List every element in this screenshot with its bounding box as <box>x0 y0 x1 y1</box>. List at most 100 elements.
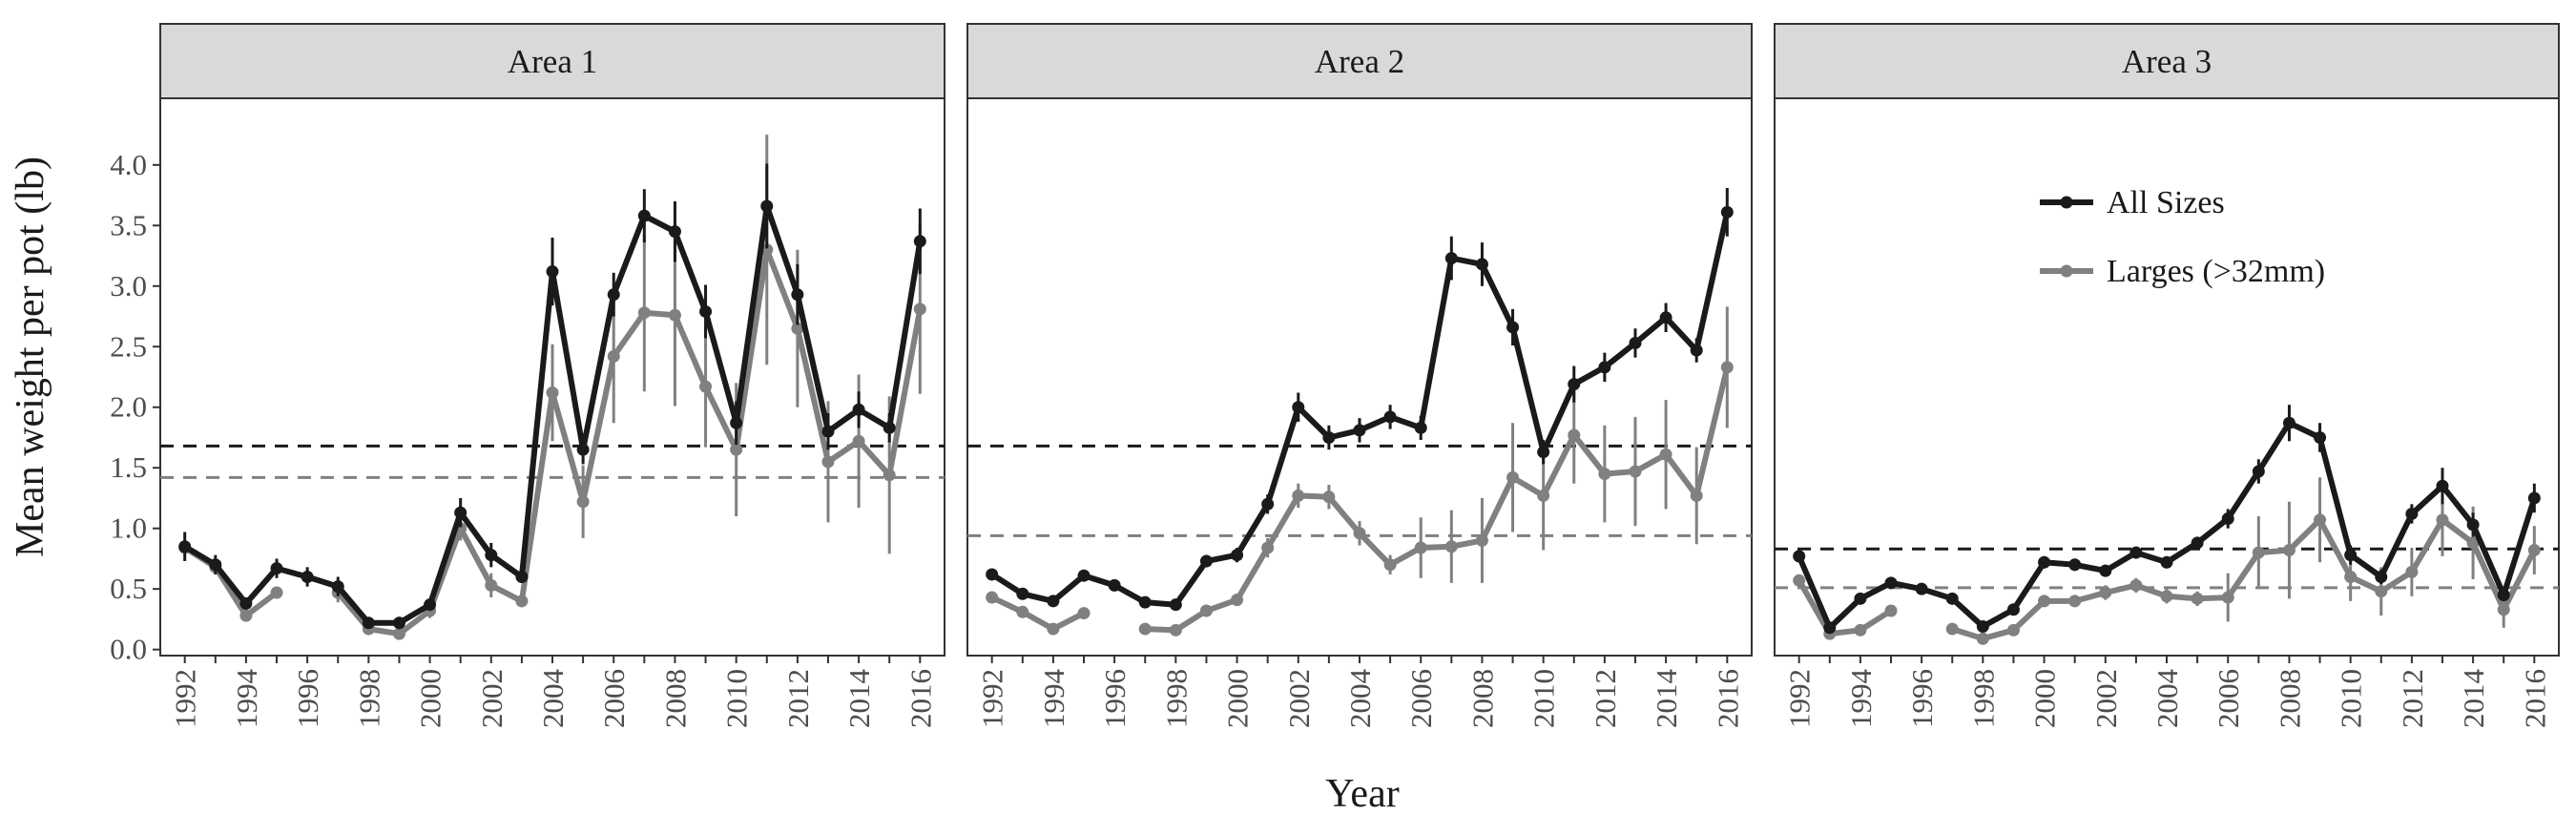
x-tick-label: 2014 <box>842 669 876 729</box>
data-point-larges <box>392 627 405 640</box>
x-tick-label: 2016 <box>904 669 937 728</box>
data-point-all-sizes <box>852 403 865 416</box>
data-point-all-sizes <box>1793 550 1806 563</box>
legend: All Sizes Larges (>32mm) <box>2040 185 2325 289</box>
data-point-all-sizes <box>1945 592 1959 605</box>
y-tick-label: 4.0 <box>110 148 147 181</box>
data-point-all-sizes <box>791 288 804 302</box>
data-point-all-sizes <box>1506 321 1520 334</box>
data-point-all-sizes <box>178 540 192 553</box>
data-point-all-sizes <box>1322 430 1336 444</box>
data-point-all-sizes <box>1854 592 1867 605</box>
data-point-larges <box>2006 623 2020 637</box>
data-point-all-sizes <box>986 568 999 581</box>
x-tick-label: 1992 <box>976 669 1009 728</box>
y-tick-label: 2.0 <box>110 390 147 424</box>
data-point-larges <box>1976 632 1989 645</box>
x-tick-label: 2008 <box>1465 669 1499 728</box>
data-point-all-sizes <box>209 558 222 572</box>
data-point-all-sizes <box>331 580 344 594</box>
data-point-larges <box>1537 489 1550 502</box>
data-point-larges <box>1598 468 1611 481</box>
data-point-larges <box>1231 594 1244 607</box>
data-point-all-sizes <box>1169 598 1182 612</box>
data-point-all-sizes <box>2252 465 2265 478</box>
data-point-larges <box>1854 623 1867 637</box>
data-point-larges <box>1261 541 1275 554</box>
x-tick-label: 2002 <box>475 669 509 728</box>
data-point-larges <box>2099 586 2112 599</box>
data-point-all-sizes <box>239 596 253 610</box>
data-point-larges <box>668 308 681 322</box>
data-point-all-sizes <box>2099 564 2112 577</box>
data-point-all-sizes <box>1047 595 1060 608</box>
legend-key-point <box>2060 196 2073 209</box>
series-line-larges <box>1797 578 1893 637</box>
data-point-all-sizes <box>2497 589 2510 602</box>
series-line-larges <box>990 595 1086 633</box>
data-point-larges <box>1169 623 1182 637</box>
panel-frame <box>966 97 1753 657</box>
data-point-larges <box>2527 544 2541 557</box>
data-point-all-sizes <box>1108 578 1121 592</box>
y-tick-label: 3.0 <box>110 269 147 303</box>
data-point-larges <box>1138 622 1152 636</box>
data-point-all-sizes <box>2375 570 2388 583</box>
data-point-larges <box>1884 604 1898 617</box>
data-point-all-sizes <box>1915 582 1928 595</box>
data-point-all-sizes <box>1976 620 1989 634</box>
panel-frame <box>1774 97 2560 657</box>
x-tick-label: 1994 <box>1844 669 1878 729</box>
data-point-all-sizes <box>2527 491 2541 505</box>
data-point-larges <box>852 434 865 448</box>
x-tick-label: 1996 <box>291 669 324 728</box>
x-tick-label: 2002 <box>2089 669 2123 728</box>
data-point-all-sizes <box>301 570 314 583</box>
data-point-larges <box>1690 489 1703 502</box>
x-tick-label: 2002 <box>1282 669 1316 728</box>
data-point-larges <box>1047 622 1060 636</box>
panel-strip <box>1774 23 2560 99</box>
data-point-all-sizes <box>454 506 467 519</box>
x-tick-label: 2012 <box>1589 669 1622 728</box>
x-axis-title: Year <box>1325 772 1399 816</box>
data-point-larges <box>791 322 804 335</box>
data-point-larges <box>883 469 896 482</box>
data-point-all-sizes <box>1231 549 1244 562</box>
x-tick-label: 2000 <box>414 669 447 728</box>
data-point-larges <box>2497 603 2510 616</box>
data-point-all-sizes <box>1884 576 1898 590</box>
data-point-all-sizes <box>1383 410 1397 424</box>
data-point-larges <box>576 495 590 509</box>
y-axis-title: Mean weight per pot (lb) <box>9 157 52 557</box>
data-point-all-sizes <box>1138 595 1152 609</box>
x-tick-label: 1994 <box>230 669 263 729</box>
data-point-all-sizes <box>883 421 896 434</box>
data-point-all-sizes <box>1568 378 1581 391</box>
x-tick-label: 2004 <box>1343 669 1377 729</box>
x-tick-label: 2004 <box>2150 669 2184 729</box>
data-point-all-sizes <box>637 209 651 222</box>
data-point-all-sizes <box>2282 416 2296 429</box>
data-point-larges <box>986 591 999 604</box>
data-point-larges <box>821 455 835 469</box>
data-point-all-sizes <box>1292 401 1305 414</box>
data-point-larges <box>607 349 620 363</box>
y-tick-label: 0.0 <box>110 633 147 666</box>
x-tick-label: 1996 <box>1098 669 1132 728</box>
legend-label: Larges (>32mm) <box>2107 254 2325 289</box>
data-point-all-sizes <box>424 598 437 612</box>
data-point-all-sizes <box>1016 587 1029 600</box>
data-point-larges <box>515 595 529 608</box>
x-tick-label: 2004 <box>536 669 570 729</box>
data-point-larges <box>239 609 253 622</box>
data-point-all-sizes <box>1690 344 1703 357</box>
data-point-all-sizes <box>607 288 620 302</box>
panel-strip <box>159 23 945 99</box>
x-tick-label: 1998 <box>1159 669 1193 728</box>
data-point-larges <box>1568 428 1581 442</box>
x-tick-label: 2006 <box>1404 669 1438 728</box>
data-point-all-sizes <box>2038 555 2051 569</box>
data-point-all-sizes <box>668 225 681 239</box>
